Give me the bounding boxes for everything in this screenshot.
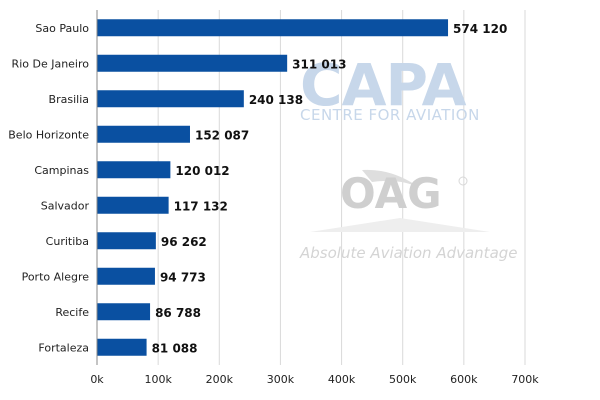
oag-registered-icon bbox=[458, 176, 468, 186]
category-label: Rio De Janeiro bbox=[12, 57, 90, 70]
data-label: 574 120 bbox=[453, 22, 507, 36]
x-tick-label: 200k bbox=[206, 373, 234, 386]
category-label: Campinas bbox=[34, 164, 89, 177]
category-label: Recife bbox=[55, 306, 89, 319]
bars bbox=[97, 19, 449, 356]
capa-watermark: CAPA CENTRE FOR AVIATION bbox=[300, 51, 480, 124]
x-tick-label: 700k bbox=[511, 373, 539, 386]
category-label: Brasilia bbox=[49, 93, 89, 106]
category-label: Curitiba bbox=[46, 235, 89, 248]
x-tick-label: 300k bbox=[267, 373, 295, 386]
capa-logo-subtitle: CENTRE FOR AVIATION bbox=[300, 106, 480, 124]
bar bbox=[97, 19, 449, 37]
x-tick-label: 0k bbox=[90, 373, 104, 386]
category-label: Fortaleza bbox=[38, 341, 89, 354]
bar bbox=[97, 54, 288, 72]
category-label: Sao Paulo bbox=[35, 22, 89, 35]
bar bbox=[97, 232, 156, 250]
bar bbox=[97, 125, 190, 143]
oag-logo-text: OAG bbox=[340, 169, 442, 218]
bar bbox=[97, 161, 171, 179]
category-label: Belo Horizonte bbox=[8, 128, 89, 141]
x-tick-label: 600k bbox=[450, 373, 478, 386]
data-label: 81 088 bbox=[152, 341, 198, 355]
oag-swoosh-icon bbox=[362, 169, 420, 188]
data-label: 96 262 bbox=[161, 235, 207, 249]
data-label: 94 773 bbox=[160, 270, 206, 284]
data-label: 86 788 bbox=[155, 306, 201, 320]
oag-watermark: OAG Absolute Aviation Advantage bbox=[299, 169, 518, 262]
category-label: Salvador bbox=[41, 199, 90, 212]
x-tick-label: 400k bbox=[328, 373, 356, 386]
bar bbox=[97, 267, 155, 285]
bar bbox=[97, 196, 169, 214]
data-labels: 574 120 311 013 240 138 152 087 120 012 117 1… bbox=[152, 22, 508, 356]
bar bbox=[97, 303, 151, 321]
data-label: 240 138 bbox=[249, 93, 303, 107]
category-labels: Sao Paulo Rio De Janeiro Brasilia Belo Hori… bbox=[8, 22, 89, 355]
x-axis-ticks: 0k 100k 200k 300k 400k 500k 600k 700k bbox=[90, 373, 539, 386]
data-label: 311 013 bbox=[292, 57, 346, 71]
bar bbox=[97, 338, 147, 356]
bar bbox=[97, 90, 244, 108]
category-label: Porto Alegre bbox=[22, 270, 90, 283]
oag-divider-icon bbox=[310, 218, 490, 232]
data-label: 152 087 bbox=[195, 128, 249, 142]
x-tick-label: 500k bbox=[389, 373, 417, 386]
data-label: 117 132 bbox=[174, 199, 228, 213]
oag-logo-tagline: Absolute Aviation Advantage bbox=[299, 244, 518, 262]
x-tick-label: 100k bbox=[144, 373, 172, 386]
data-label: 120 012 bbox=[175, 164, 229, 178]
capa-logo-text: CAPA bbox=[300, 51, 467, 119]
